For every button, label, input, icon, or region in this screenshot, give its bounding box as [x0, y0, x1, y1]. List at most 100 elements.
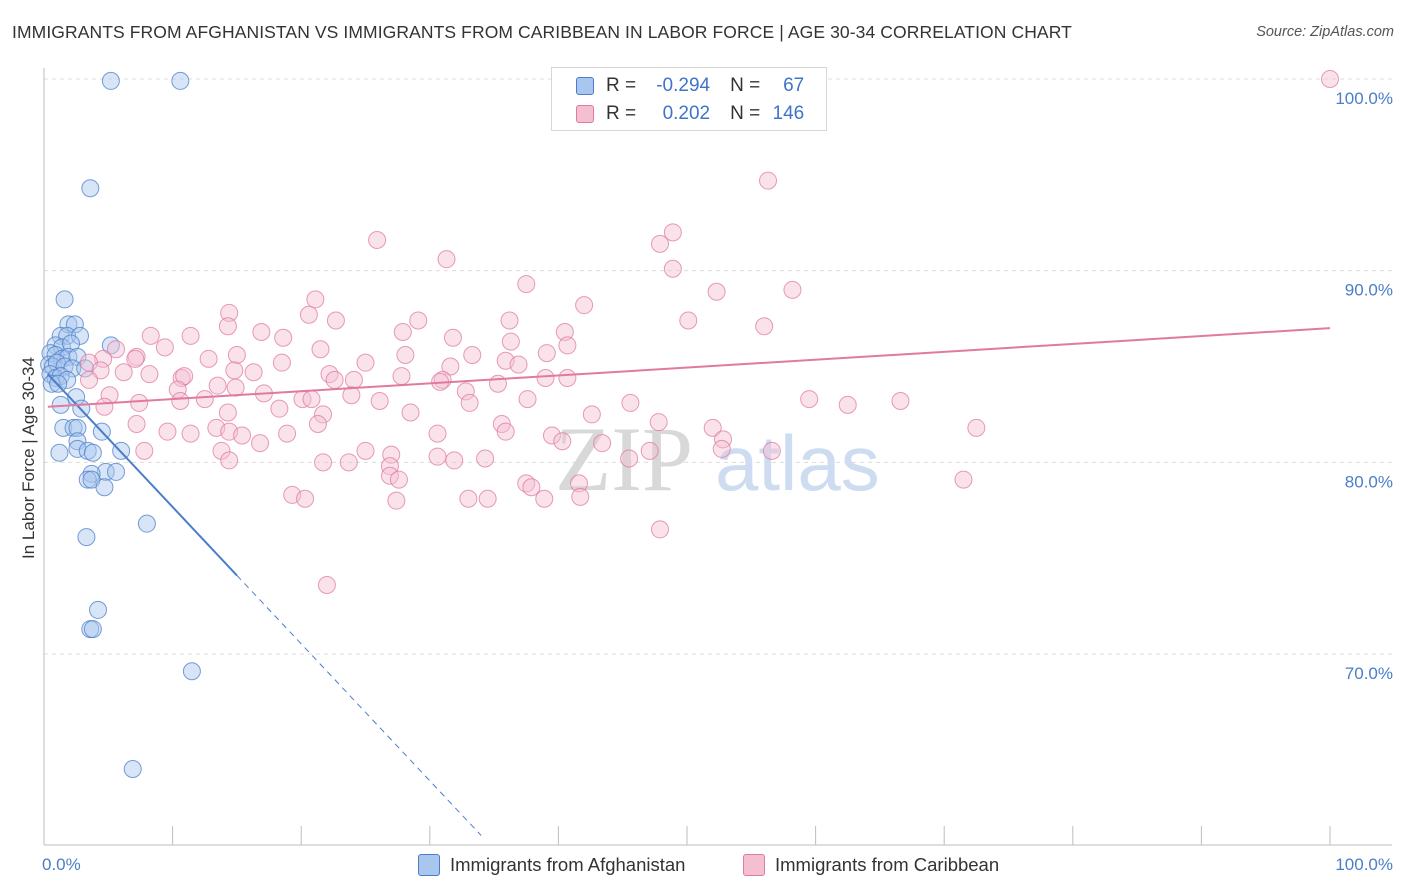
afghanistan-point [59, 347, 78, 366]
caribbean-point [220, 303, 239, 322]
caribbean-point [380, 466, 399, 485]
caribbean-point [107, 340, 126, 359]
caribbean-point [130, 393, 149, 412]
caribbean-point [500, 311, 519, 330]
afghanistan-point [71, 326, 90, 345]
afghanistan-point [83, 443, 102, 462]
caribbean-point [441, 357, 460, 376]
caribbean-point [392, 367, 411, 386]
caribbean-point [496, 422, 515, 441]
x-tick-label: 0.0% [42, 855, 81, 874]
afghanistan-point [83, 620, 102, 639]
caribbean-point [389, 470, 408, 489]
afghanistan-point [96, 462, 115, 481]
afghanistan-point [107, 462, 126, 481]
legend-n-label: N = [730, 103, 761, 124]
caribbean-point [1321, 70, 1339, 88]
caribbean-point [459, 489, 478, 508]
caribbean-point [663, 223, 682, 242]
caribbean-point [509, 355, 528, 374]
caribbean-trend-line [47, 327, 1331, 408]
bottom-legend-afghanistan: Immigrants from Afghanistan [418, 852, 685, 878]
caribbean-point [320, 365, 339, 384]
caribbean-point [478, 489, 497, 508]
y-tick-label: 100.0% [1335, 89, 1393, 108]
caribbean-point [126, 349, 145, 368]
caribbean-point [317, 576, 336, 594]
caribbean-point [181, 326, 200, 345]
caribbean-point [558, 369, 577, 387]
caribbean-point [396, 346, 415, 364]
caribbean-point [171, 392, 190, 410]
caribbean-point [80, 370, 99, 389]
legend-n-label: N = [730, 75, 761, 96]
caribbean-point [620, 449, 639, 468]
caribbean-point [344, 370, 363, 389]
x-tick-label: 100.0% [1335, 855, 1393, 874]
afghanistan-point [78, 470, 97, 489]
caribbean-point [537, 344, 556, 363]
afghanistan-point [64, 418, 83, 437]
caribbean-point [314, 405, 333, 424]
afghanistan-point [137, 514, 156, 533]
caribbean-point [356, 353, 375, 372]
caribbean-point [155, 338, 174, 357]
caribbean-point [368, 231, 387, 249]
caribbean-point [218, 317, 237, 336]
caribbean-point [703, 418, 722, 437]
caribbean-point [759, 171, 778, 190]
caribbean-point [967, 418, 986, 437]
watermark-zip: ZIP [555, 408, 693, 510]
caribbean-point [127, 415, 146, 433]
caribbean-point [326, 311, 345, 330]
chart-title: IMMIGRANTS FROM AFGHANISTAN VS IMMIGRANT… [12, 22, 1072, 42]
legend-r-value: 0.202 [662, 103, 711, 124]
caribbean-point [95, 397, 114, 416]
tick-labels: 70.0% 80.0% 90.0% 100.0% 0.0% 100.0% [42, 89, 1393, 874]
afghanistan-points [40, 71, 201, 778]
caribbean-point [244, 363, 263, 382]
afghanistan-point [58, 370, 77, 389]
caribbean-point [463, 346, 482, 364]
legend-swatch-caribbean [576, 105, 594, 123]
watermark-atlas: atlas [715, 419, 880, 507]
caribbean-point [233, 426, 252, 445]
afghanistan-trend-extension [236, 575, 482, 836]
caribbean-point [172, 369, 191, 387]
trend-lines [47, 327, 1331, 836]
bottom-legend-label-caribbean: Immigrants from Caribbean [775, 854, 1000, 875]
bottom-legend-swatch-afghanistan [418, 854, 440, 876]
source-label: Source: ZipAtlas.com [1256, 24, 1394, 40]
caribbean-point [571, 487, 590, 506]
caribbean-point [555, 323, 574, 341]
caribbean-point [569, 474, 588, 493]
bottom-legend-swatch-caribbean [743, 854, 765, 876]
caribbean-point [308, 415, 327, 433]
afghanistan-point [89, 600, 108, 619]
afghanistan-point [42, 374, 61, 393]
caribbean-point [712, 439, 731, 458]
caribbean-point [518, 390, 537, 409]
caribbean-point [640, 441, 659, 460]
caribbean-point [501, 332, 520, 351]
caribbean-point [252, 323, 271, 341]
y-tick-label: 90.0% [1345, 281, 1393, 300]
caribbean-point [401, 403, 420, 422]
caribbean-point [558, 336, 577, 355]
caribbean-point [382, 445, 401, 464]
afghanistan-point [182, 662, 201, 681]
caribbean-point [339, 453, 358, 472]
caribbean-point [838, 395, 857, 414]
watermark: ZIP atlas [555, 408, 880, 510]
caribbean-point [342, 386, 361, 405]
caribbean-point [433, 370, 452, 389]
caribbean-point [114, 363, 133, 382]
caribbean-point [212, 441, 231, 460]
caribbean-point [208, 376, 227, 395]
caribbean-point [302, 390, 321, 409]
caribbean-point [227, 346, 246, 364]
caribbean-point [891, 392, 910, 410]
afghanistan-point [101, 71, 120, 90]
legend-n-value: 146 [772, 103, 805, 124]
